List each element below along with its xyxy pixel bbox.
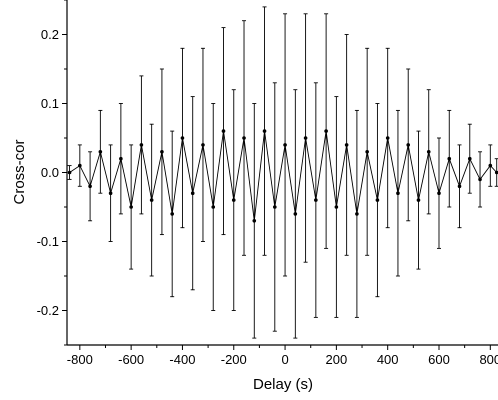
- axes: [66, 0, 498, 346]
- data-point: [283, 143, 287, 147]
- data-point: [406, 143, 411, 147]
- data-point: [293, 212, 298, 216]
- data-point: [201, 143, 205, 147]
- y-tick-label: -0.1: [37, 234, 59, 249]
- data-point: [108, 191, 113, 195]
- data-point: [457, 184, 462, 189]
- data-point: [98, 150, 103, 154]
- x-tick-label: 800: [479, 352, 498, 367]
- data-point: [334, 205, 339, 209]
- x-tick-label: -800: [67, 352, 93, 367]
- data-point: [88, 184, 92, 189]
- y-tick-label: 0.1: [41, 96, 59, 111]
- data-point: [375, 198, 380, 202]
- data-point: [149, 198, 154, 202]
- x-tick-label: -400: [169, 352, 195, 367]
- data-point: [365, 150, 369, 154]
- y-tick-label: 0.2: [41, 27, 59, 42]
- data-point: [314, 198, 318, 202]
- data-point: [324, 129, 328, 133]
- x-tick-label: -600: [118, 352, 144, 367]
- series-line: [69, 131, 498, 221]
- data-point: [262, 129, 267, 133]
- data-point: [180, 136, 185, 140]
- data-point: [437, 191, 441, 195]
- data-point: [119, 156, 123, 161]
- data-point: [494, 170, 498, 175]
- x-ticks: -800 -600 -400 -200 0 200 400 600 800: [67, 345, 498, 367]
- data-point: [231, 198, 236, 202]
- data-point: [385, 136, 390, 140]
- data-point: [478, 177, 482, 182]
- x-tick-label: 200: [326, 352, 348, 367]
- data-point: [396, 191, 400, 195]
- data-point: [416, 198, 421, 202]
- data-point: [129, 205, 133, 209]
- x-tick-label: 600: [428, 352, 450, 367]
- x-tick-label: -200: [221, 352, 247, 367]
- y-tick-label: 0.0: [41, 165, 59, 180]
- plot-content: [67, 6, 498, 339]
- x-tick-label: 0: [281, 352, 288, 367]
- data-point: [67, 170, 72, 175]
- data-point: [160, 150, 164, 154]
- data-point: [355, 212, 359, 216]
- data-point: [426, 150, 431, 154]
- data-point: [221, 129, 226, 133]
- y-axis-label: Cross-cor: [11, 139, 28, 204]
- x-tick-label: 400: [377, 352, 399, 367]
- data-point: [344, 143, 349, 147]
- x-axis-label: Delay (s): [253, 376, 313, 393]
- data-point: [242, 136, 246, 140]
- data-point: [303, 136, 308, 140]
- data-point: [170, 212, 174, 216]
- data-point: [211, 205, 216, 209]
- data-point: [78, 163, 82, 168]
- data-point: [139, 143, 144, 147]
- data-point: [252, 219, 257, 223]
- data-point: [190, 191, 195, 195]
- data-point: [467, 156, 472, 161]
- data-point: [447, 156, 452, 161]
- y-tick-label: -0.2: [37, 303, 59, 318]
- y-ticks: -0.2 -0.1 0.0 0.1 0.2: [37, 0, 67, 346]
- data-point: [273, 205, 277, 209]
- data-point: [488, 163, 493, 168]
